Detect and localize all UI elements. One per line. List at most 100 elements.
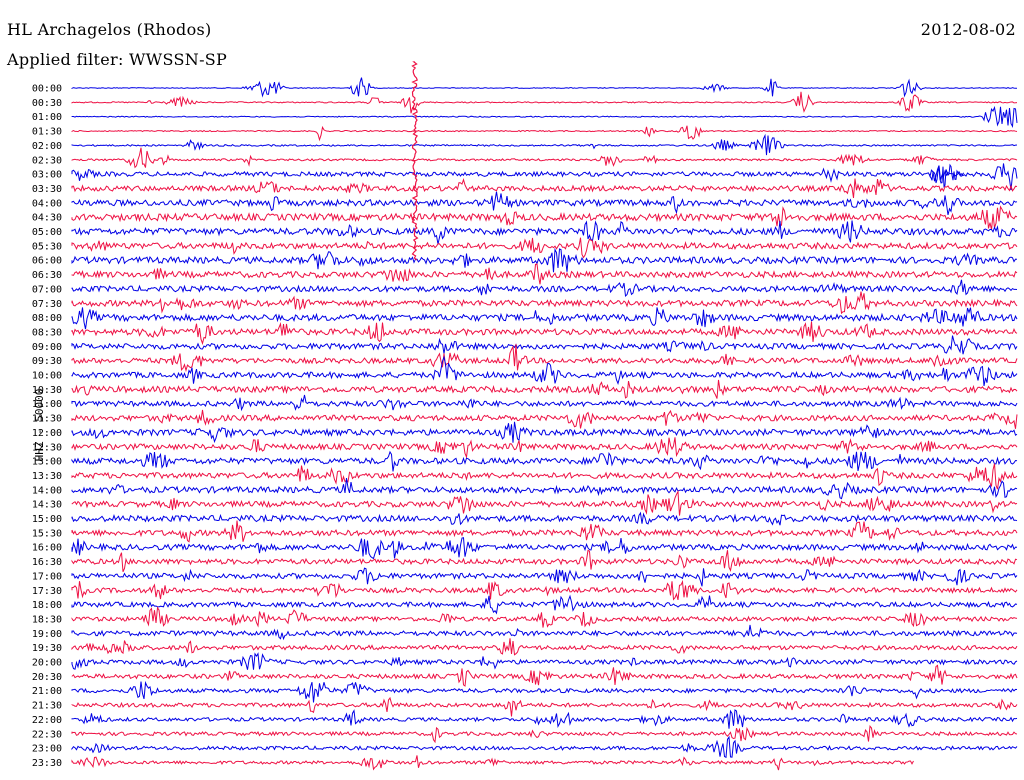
trace-line [71, 724, 1018, 744]
trace-line [71, 77, 1018, 98]
row-label: 06:30 [32, 270, 62, 281]
trace-line [71, 147, 1018, 169]
row-label: 04:00 [32, 198, 62, 209]
trace-line [71, 696, 1018, 717]
row-label: 22:00 [32, 715, 62, 726]
row-label: 05:00 [32, 227, 62, 238]
date-label: 2012-08-02 [920, 20, 1016, 39]
row-label: 21:30 [32, 701, 62, 712]
row-label: 16:00 [32, 543, 62, 554]
trace-line [71, 220, 1018, 245]
trace-lines [71, 61, 1018, 771]
row-label: 16:30 [32, 557, 62, 568]
row-label: 07:00 [32, 284, 62, 295]
trace-line [71, 478, 1018, 500]
trace-line [71, 537, 1018, 560]
row-label: 23:30 [32, 758, 62, 769]
row-label: 11:30 [32, 414, 62, 425]
trace-line [71, 735, 1018, 759]
trace-line [71, 579, 1018, 601]
row-labels: 00:00 00:30 01:00 01:30 02:00 02:30 03:00 03:30… [32, 84, 62, 769]
trace-line [71, 409, 1018, 429]
row-label: 02:00 [32, 141, 62, 152]
row-label: 12:30 [32, 442, 62, 453]
trace-line [71, 205, 1018, 231]
row-label: 03:00 [32, 170, 62, 181]
trace-line [71, 321, 1018, 346]
trace-line [71, 450, 1018, 472]
row-label: 20:00 [32, 658, 62, 669]
event-spike [411, 61, 419, 261]
row-label: 17:00 [32, 571, 62, 582]
trace-line [71, 163, 1018, 191]
row-label: 22:30 [32, 729, 62, 740]
trace-line [71, 291, 1018, 315]
event-burst [929, 163, 965, 188]
row-label: 09:30 [32, 356, 62, 367]
filter-label: Applied filter: WWSSN-SP [7, 50, 228, 69]
trace-line [71, 394, 1018, 412]
trace-line [71, 191, 1018, 216]
row-label: 19:30 [32, 643, 62, 654]
trace-line [71, 307, 1018, 330]
row-label: 20:30 [32, 672, 62, 683]
trace-line [71, 567, 1018, 587]
row-label: 14:00 [32, 485, 62, 496]
row-label: 05:30 [32, 241, 62, 252]
trace-line [71, 237, 1018, 259]
row-label: 13:00 [32, 457, 62, 468]
trace-line [71, 125, 1018, 142]
row-label: 10:30 [32, 385, 62, 396]
trace-line [71, 680, 1018, 703]
row-label: 13:30 [32, 471, 62, 482]
trace-line [71, 755, 914, 771]
row-label: 00:30 [32, 98, 62, 109]
trace-line [71, 105, 1018, 128]
trace-line [71, 343, 1018, 373]
row-label: 01:00 [32, 112, 62, 123]
trace-line [71, 263, 1018, 285]
row-label: 19:00 [32, 629, 62, 640]
row-label: 00:00 [32, 84, 62, 95]
trace-line [71, 594, 1018, 615]
row-label: 17:30 [32, 586, 62, 597]
row-label: 04:30 [32, 213, 62, 224]
trace-line [71, 279, 1018, 298]
trace-line [71, 624, 1018, 641]
row-label: 18:30 [32, 614, 62, 625]
row-label: 02:30 [32, 155, 62, 166]
trace-line [71, 520, 1018, 543]
trace-line [71, 652, 1018, 670]
trace-line [71, 335, 1018, 355]
trace-line [71, 664, 1018, 687]
trace-line [71, 91, 1018, 114]
row-label: 12:00 [32, 428, 62, 439]
station-title: HL Archagelos (Rhodos) [7, 20, 212, 39]
row-label: 14:30 [32, 500, 62, 511]
row-label: 08:30 [32, 327, 62, 338]
trace-line [71, 489, 1018, 516]
row-label: 15:30 [32, 528, 62, 539]
trace-line [71, 463, 1018, 490]
trace-line [71, 133, 1018, 156]
row-label: 01:30 [32, 127, 62, 138]
trace-line [71, 379, 1018, 399]
trace-line [71, 511, 1018, 526]
row-label: 11:00 [32, 399, 62, 410]
row-label: 09:00 [32, 342, 62, 353]
trace-line [71, 178, 1018, 198]
row-label: 23:00 [32, 744, 62, 755]
trace-line [71, 638, 1018, 656]
trace-line [71, 247, 1018, 273]
row-label: 10:00 [32, 371, 62, 382]
trace-line [71, 421, 1018, 444]
trace-line [71, 606, 1018, 628]
trace-line [71, 437, 1018, 459]
row-label: 03:30 [32, 184, 62, 195]
row-label: 07:30 [32, 299, 62, 310]
row-label: 06:00 [32, 256, 62, 267]
trace-line [71, 355, 1018, 386]
trace-line [71, 549, 1018, 573]
trace-line [71, 709, 1018, 729]
